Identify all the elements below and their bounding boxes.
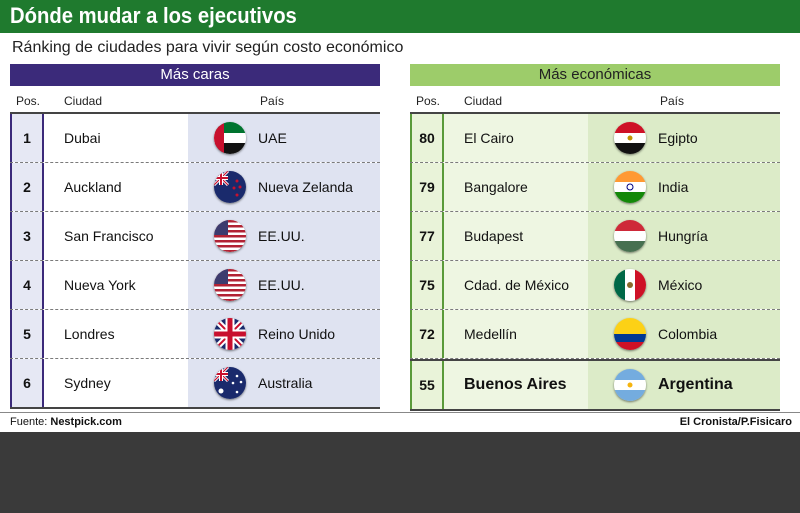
city-cell: Londres — [44, 310, 188, 358]
country-cell: Reino Unido — [188, 310, 380, 358]
rank-cell: 6 — [10, 359, 44, 407]
rank-cell: 77 — [410, 212, 444, 260]
uk-flag-icon — [214, 318, 246, 350]
city-cell: Budapest — [444, 212, 588, 260]
country-cell: EE.UU. — [188, 261, 380, 309]
australia-flag-icon — [214, 367, 246, 399]
table-row: 75 Cdad. de México México — [410, 261, 780, 310]
rank-cell: 55 — [410, 361, 444, 409]
city-cell: Buenos Aires — [444, 361, 588, 409]
city-cell: San Francisco — [44, 212, 188, 260]
country-cell: UAE — [188, 114, 380, 162]
page-subtitle: Ránking de ciudades para vivir según cos… — [12, 39, 404, 56]
most-economical-panel: Más económicas Pos. Ciudad País 80 El Ca… — [410, 64, 780, 411]
most-expensive-panel: Más caras Pos. Ciudad País 1 Dubai UAE 2… — [10, 64, 380, 409]
table-row: 77 Budapest Hungría — [410, 212, 780, 261]
country-cell: Egipto — [588, 114, 780, 162]
table-row: 6 Sydney Australia — [10, 359, 380, 407]
rank-cell: 75 — [410, 261, 444, 309]
city-cell: El Cairo — [444, 114, 588, 162]
source-label: Fuente: — [10, 416, 48, 428]
country-cell: EE.UU. — [188, 212, 380, 260]
ranking-list: 1 Dubai UAE 2 Auckland Nueva Zelanda — [10, 112, 380, 409]
country-name: Australia — [258, 375, 313, 391]
usa-flag-icon — [214, 220, 246, 252]
country-cell: Nueva Zelanda — [188, 163, 380, 211]
egypt-flag-icon — [614, 122, 646, 154]
col-pos: Pos. — [416, 94, 441, 108]
country-name: Reino Unido — [258, 326, 336, 342]
country-cell: Hungría — [588, 212, 780, 260]
rank-cell: 4 — [10, 261, 44, 309]
country-cell: México — [588, 261, 780, 309]
city-cell: Auckland — [44, 163, 188, 211]
country-name: Egipto — [658, 130, 698, 146]
country-name: EE.UU. — [258, 228, 305, 244]
table-row: 3 San Francisco EE.UU. — [10, 212, 380, 261]
rank-cell: 79 — [410, 163, 444, 211]
rank-cell: 5 — [10, 310, 44, 358]
rank-cell: 72 — [410, 310, 444, 358]
table-row-highlighted: 55 Buenos Aires Argentina — [410, 359, 780, 409]
uae-flag-icon — [214, 122, 246, 154]
col-country: País — [260, 94, 285, 108]
city-cell: Sydney — [44, 359, 188, 407]
credit: El Cronista/P.Fisicaro — [679, 416, 792, 428]
col-country: País — [660, 94, 685, 108]
country-cell: India — [588, 163, 780, 211]
col-city: Ciudad — [64, 94, 103, 108]
table-row: 79 Bangalore India — [410, 163, 780, 212]
city-cell: Dubai — [44, 114, 188, 162]
colombia-flag-icon — [614, 318, 646, 350]
rank-cell: 80 — [410, 114, 444, 162]
most-expensive-header: Más caras — [10, 64, 380, 86]
country-name: EE.UU. — [258, 277, 305, 293]
rank-cell: 1 — [10, 114, 44, 162]
table-row: 2 Auckland Nueva Zelanda — [10, 163, 380, 212]
country-name: Colombia — [658, 326, 718, 342]
column-headers: Pos. Ciudad País — [10, 86, 380, 112]
argentina-flag-icon — [614, 369, 646, 401]
city-cell: Nueva York — [44, 261, 188, 309]
country-name: Hungría — [658, 228, 708, 244]
country-cell: Argentina — [588, 361, 780, 409]
country-name: México — [658, 277, 703, 293]
rank-cell: 2 — [10, 163, 44, 211]
country-name: Argentina — [658, 376, 733, 393]
table-row: 72 Medellín Colombia — [410, 310, 780, 359]
table-row: 4 Nueva York EE.UU. — [10, 261, 380, 310]
table-row: 1 Dubai UAE — [10, 114, 380, 163]
country-name: Nueva Zelanda — [258, 179, 353, 195]
source-line: Fuente: Nestpick.com — [10, 416, 122, 428]
source-name: Nestpick.com — [50, 416, 122, 428]
col-pos: Pos. — [16, 94, 41, 108]
ranking-list: 80 El Cairo Egipto 79 Bangalore India — [410, 112, 780, 411]
city-cell: Cdad. de México — [444, 261, 588, 309]
hungary-flag-icon — [614, 220, 646, 252]
infographic-card: Dónde mudar a los ejecutivos Ránking de … — [0, 0, 800, 432]
city-cell: Bangalore — [444, 163, 588, 211]
country-name: UAE — [258, 130, 287, 146]
mexico-flag-icon — [614, 269, 646, 301]
usa-flag-icon — [214, 269, 246, 301]
country-name: India — [658, 179, 689, 195]
country-cell: Colombia — [588, 310, 780, 358]
page-title: Dónde mudar a los ejecutivos — [10, 3, 297, 28]
country-cell: Australia — [188, 359, 380, 407]
india-flag-icon — [614, 171, 646, 203]
new-zealand-flag-icon — [214, 171, 246, 203]
table-row: 80 El Cairo Egipto — [410, 114, 780, 163]
col-city: Ciudad — [464, 94, 503, 108]
city-cell: Medellín — [444, 310, 588, 358]
table-row: 5 Londres Reino Unido — [10, 310, 380, 359]
column-headers: Pos. Ciudad País — [410, 86, 780, 112]
title-bar: Dónde mudar a los ejecutivos — [0, 0, 800, 33]
most-economical-header: Más económicas — [410, 64, 780, 86]
rank-cell: 3 — [10, 212, 44, 260]
footer: Fuente: Nestpick.com El Cronista/P.Fisic… — [0, 412, 800, 433]
